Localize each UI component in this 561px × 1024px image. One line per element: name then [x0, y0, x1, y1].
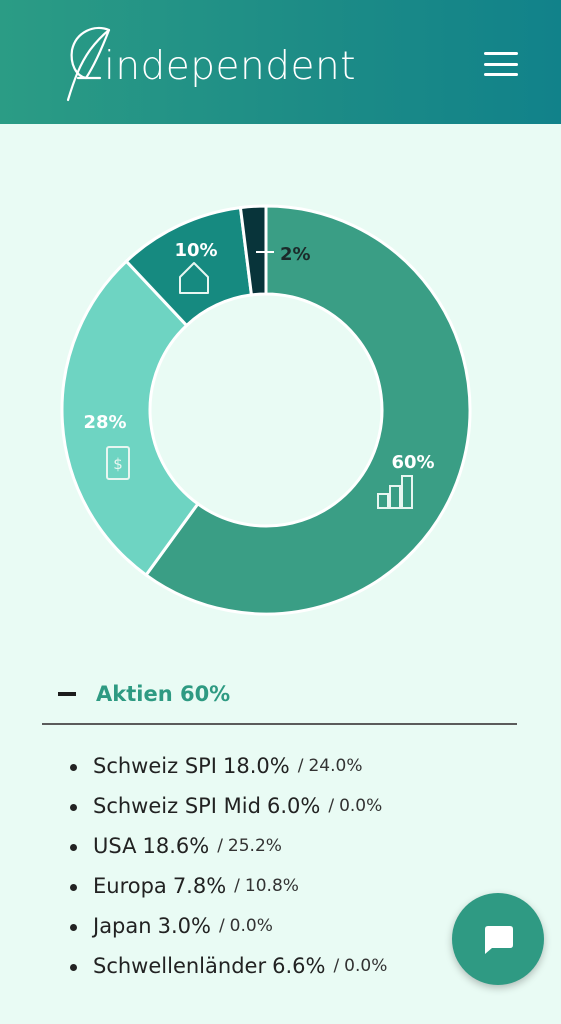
list-item: Schwellenländer 6.6% / 0.0% — [70, 946, 387, 986]
app-header: independent — [0, 0, 561, 124]
bullet-icon — [70, 763, 77, 771]
hamburger-menu-icon[interactable] — [478, 46, 524, 82]
list-item: Schweiz SPI 18.0% / 24.0% — [70, 746, 387, 786]
holding-actual: 3.0% — [157, 914, 211, 938]
slice-label: 10% — [174, 240, 217, 261]
holding-actual: 18.0% — [223, 754, 290, 778]
chat-bubble-icon — [485, 926, 513, 954]
bar-chart-icon — [377, 475, 413, 509]
bullet-icon — [70, 923, 77, 931]
separator: / — [234, 876, 240, 896]
donut-slice-60[interactable] — [143, 204, 472, 616]
slice-label: 28% — [83, 412, 126, 433]
holding-actual: 6.0% — [266, 794, 321, 818]
menu-line — [484, 62, 518, 66]
list-item: Japan 3.0% / 0.0% — [70, 906, 387, 946]
separator: / — [218, 916, 225, 936]
separator: / — [328, 796, 335, 816]
section-title: Aktien 60% — [96, 682, 231, 706]
list-item: Schweiz SPI Mid 6.0% / 0.0% — [70, 786, 387, 826]
bullet-icon — [70, 843, 77, 851]
holding-name: Schwellenländer — [93, 954, 267, 978]
separator: / — [297, 756, 304, 776]
allocation-donut-chart: 60% 28% $10% 2% — [60, 204, 472, 616]
brand-logo[interactable]: independent — [64, 20, 356, 106]
bullet-icon — [70, 883, 77, 891]
donut-svg: 60% 28% $10% 2% — [60, 204, 472, 616]
separator: / — [217, 836, 223, 856]
list-item: USA 18.6% / 25.2% — [70, 826, 387, 866]
collapse-minus-icon[interactable] — [58, 692, 76, 696]
holding-actual: 7.8% — [172, 874, 227, 898]
cash-icon: $ — [106, 446, 130, 480]
holding-target: 10.8% — [244, 876, 299, 896]
holding-name: Europa — [93, 874, 167, 898]
separator: / — [333, 956, 340, 976]
donut-slice-28[interactable] — [60, 259, 200, 578]
holding-name: Japan — [93, 914, 152, 938]
holding-target: 24.0% — [308, 756, 363, 776]
svg-text:$: $ — [113, 455, 123, 473]
holding-target: 0.0% — [229, 916, 273, 936]
menu-line — [484, 73, 518, 76]
holding-target: 0.0% — [344, 956, 388, 976]
slice-label: 60% — [391, 452, 434, 473]
holding-name: Schweiz SPI Mid — [93, 794, 261, 818]
section-divider — [42, 723, 517, 725]
brand-name: independent — [104, 43, 357, 89]
holding-target: 25.2% — [227, 836, 282, 856]
menu-line — [484, 52, 518, 55]
holding-name: USA — [93, 834, 137, 858]
chat-button[interactable] — [452, 893, 544, 985]
holding-target: 0.0% — [339, 796, 383, 816]
holding-actual: 18.6% — [142, 834, 210, 858]
section-toggle-aktien[interactable]: Aktien 60% — [58, 674, 518, 714]
feather-icon — [66, 26, 111, 102]
slice-label: 2% — [280, 244, 311, 265]
holding-name: Schweiz SPI — [93, 754, 218, 778]
house-icon — [179, 262, 209, 294]
holdings-list: Schweiz SPI 18.0% / 24.0% Schweiz SPI Mi… — [70, 746, 387, 986]
bullet-icon — [70, 963, 77, 971]
holding-actual: 6.6% — [272, 954, 326, 978]
bullet-icon — [70, 803, 77, 811]
list-item: Europa 7.8% / 10.8% — [70, 866, 387, 906]
donut-slice-2[interactable] — [238, 204, 268, 297]
